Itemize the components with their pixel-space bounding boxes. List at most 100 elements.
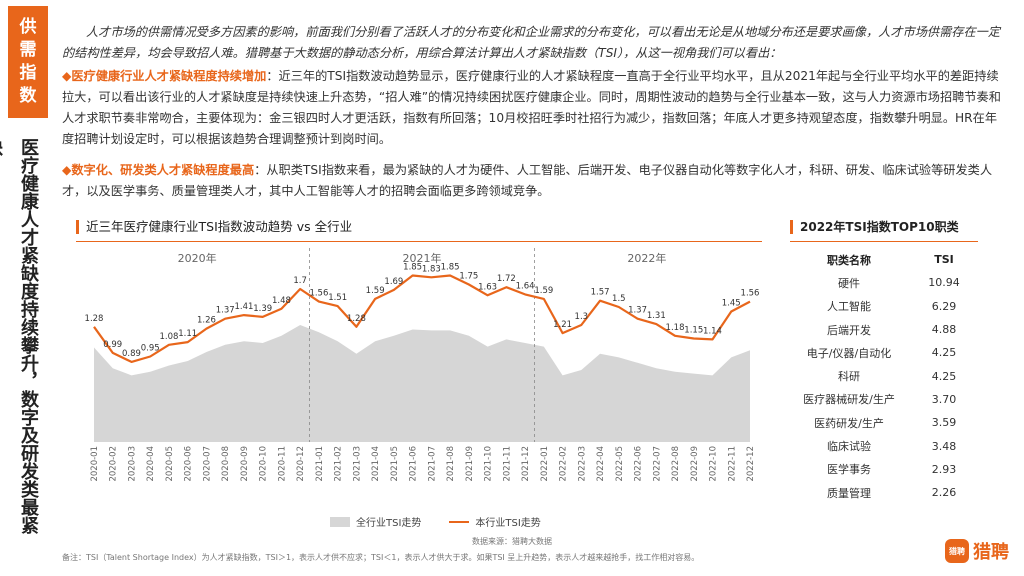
legend-label-all: 全行业TSI走势 bbox=[356, 518, 422, 529]
data-label: 1.28 bbox=[85, 314, 104, 324]
data-label: 1.28 bbox=[347, 314, 366, 324]
tsi-value: 3.48 bbox=[931, 439, 957, 453]
data-label: 1.64 bbox=[516, 281, 535, 291]
series-line-industry bbox=[93, 274, 751, 364]
data-label: 1.72 bbox=[497, 274, 516, 284]
x-tick-label: 2021-07 bbox=[427, 446, 437, 482]
data-label: 1.31 bbox=[647, 311, 666, 321]
x-tick-label: 2022-03 bbox=[577, 446, 587, 482]
data-label: 1.85 bbox=[403, 263, 422, 273]
job-name: 医学事务 bbox=[827, 463, 871, 477]
data-label: 1.56 bbox=[741, 289, 760, 299]
table-row: 临床试验 3.48 bbox=[790, 434, 990, 457]
x-tick-label: 2021-12 bbox=[521, 446, 531, 482]
x-tick-label: 2022-02 bbox=[559, 446, 569, 482]
legend-swatch-area bbox=[330, 516, 350, 527]
bullet-body: ：从职类TSI指数来看，最为紧缺的人才为硬件、人工智能、后端开发、电子仪器自动化… bbox=[62, 163, 993, 198]
table-row: 医疗器械研发/生产 3.70 bbox=[790, 388, 990, 411]
x-tick-label: 2021-05 bbox=[390, 446, 400, 482]
job-name: 医药研发/生产 bbox=[814, 416, 884, 430]
x-tick-label: 2020-05 bbox=[165, 446, 175, 482]
section-tag: 供需指数 bbox=[8, 6, 48, 118]
data-label: 1.3 bbox=[575, 312, 589, 322]
top10-divider bbox=[790, 241, 978, 242]
area-layer bbox=[94, 325, 750, 442]
data-label: 1.75 bbox=[459, 272, 478, 282]
data-label: 1.45 bbox=[722, 299, 741, 309]
table-row: 人工智能 6.29 bbox=[790, 295, 990, 318]
x-tick-label: 2022-05 bbox=[615, 446, 625, 482]
table-row: 电子/仪器/自动化 4.25 bbox=[790, 341, 990, 364]
table-row: 质量管理 2.26 bbox=[790, 481, 990, 504]
line-layer bbox=[93, 274, 751, 364]
data-label: 1.59 bbox=[534, 286, 553, 296]
data-label: 1.5 bbox=[612, 294, 626, 304]
tsi-value: 6.29 bbox=[931, 299, 957, 313]
intro-paragraph: 人才市场的供需情况受多方因素的影响，前面我们分别看了活跃人才的分布变化和企业需求… bbox=[62, 25, 1001, 60]
x-tick-label: 2020-04 bbox=[146, 446, 156, 482]
data-label: 1.26 bbox=[197, 316, 216, 326]
header-name: 职类名称 bbox=[827, 253, 871, 267]
x-tick-label: 2022-07 bbox=[652, 446, 662, 482]
table-row: 后端开发 4.88 bbox=[790, 318, 990, 341]
bullet-body: ：近三年的TSI指数波动趋势显示，医疗健康行业的人才紧缺程度一直高于全行业平均水… bbox=[62, 69, 1001, 146]
data-label: 1.69 bbox=[384, 277, 403, 287]
table-row: 硬件 10.94 bbox=[790, 271, 990, 294]
page-title-vertical: 医疗健康人才紧缺度持续攀升，数字及研发类最紧缺 bbox=[0, 138, 39, 534]
data-label: 1.51 bbox=[328, 293, 347, 303]
x-tick-label: 2021-02 bbox=[334, 446, 344, 482]
diamond-bullet-icon: ◆ bbox=[62, 69, 72, 83]
bullet-heading: 医疗健康行业人才紧缺程度持续增加 bbox=[71, 69, 267, 83]
top10-table: 职类名称 TSI 硬件 10.94 人工智能 6.29 后端开发 4.88 电子/仪器… bbox=[790, 248, 990, 504]
data-label: 1.11 bbox=[178, 329, 197, 339]
x-tick-label: 2021-06 bbox=[409, 446, 419, 482]
tsi-value: 10.94 bbox=[928, 276, 960, 290]
table-row: 医药研发/生产 3.59 bbox=[790, 411, 990, 434]
data-label: 1.63 bbox=[478, 282, 497, 292]
x-tick-labels: 2020-01 2020-02 2020-03 2020-04 2020-05 2020-… bbox=[90, 446, 756, 482]
legend-item-all: 全行业TSI走势 bbox=[330, 514, 421, 529]
x-tick-label: 2020-08 bbox=[221, 446, 231, 482]
tsi-trend-chart: 2020年 2021年 2022年 1.28 0.990.890.951.08 1.11… bbox=[85, 248, 760, 482]
data-label: 1.18 bbox=[666, 323, 685, 333]
data-label: 1.7 bbox=[293, 276, 307, 286]
logo-text: 猎聘 bbox=[973, 542, 1009, 563]
tsi-value: 2.26 bbox=[931, 486, 957, 500]
x-tick-label: 2022-08 bbox=[671, 446, 681, 482]
x-tick-label: 2022-06 bbox=[634, 446, 644, 482]
data-label: 1.48 bbox=[272, 296, 291, 306]
x-tick-label: 2022-09 bbox=[690, 446, 700, 482]
x-tick-label: 2021-10 bbox=[484, 446, 494, 482]
diamond-bullet-icon: ◆ bbox=[62, 163, 72, 177]
year-labels: 2020年 2021年 2022年 bbox=[178, 251, 667, 265]
tsi-value: 4.25 bbox=[931, 346, 957, 360]
x-tick-label: 2020-09 bbox=[240, 446, 250, 482]
x-tick-label: 2021-03 bbox=[352, 446, 362, 482]
header-value: TSI bbox=[934, 253, 954, 267]
data-label: 0.99 bbox=[103, 340, 122, 350]
data-label: 1.41 bbox=[234, 302, 253, 312]
x-tick-label: 2020-12 bbox=[296, 446, 306, 482]
job-name: 科研 bbox=[838, 370, 860, 384]
data-label: 1.56 bbox=[309, 289, 328, 299]
top10-title: 2022年TSI指数TOP10职类 bbox=[790, 220, 959, 234]
job-name: 后端开发 bbox=[827, 323, 871, 337]
tsi-value: 4.25 bbox=[931, 369, 957, 383]
year-dividers bbox=[309, 248, 535, 442]
x-tick-label: 2021-09 bbox=[465, 446, 475, 482]
data-label: 1.57 bbox=[591, 288, 610, 298]
data-label: 0.95 bbox=[141, 344, 160, 354]
year-label: 2021年 bbox=[403, 251, 442, 265]
tsi-value: 4.88 bbox=[931, 323, 957, 337]
x-tick-label: 2021-01 bbox=[315, 446, 325, 482]
data-label: 1.39 bbox=[253, 304, 272, 314]
data-label: 1.08 bbox=[160, 332, 179, 342]
bullet-digital-rd-shortage: ◆数字化、研发类人才紧缺程度最高：从职类TSI指数来看，最为紧缺的人才为硬件、人… bbox=[62, 160, 1002, 202]
job-name: 人工智能 bbox=[827, 300, 871, 314]
data-label: 1.21 bbox=[553, 320, 572, 330]
bullet-industry-shortage: ◆医疗健康行业人才紧缺程度持续增加：近三年的TSI指数波动趋势显示，医疗健康行业… bbox=[62, 66, 1002, 150]
brand-logo: 猎聘 猎聘 bbox=[945, 538, 1009, 564]
data-label: 1.15 bbox=[684, 326, 703, 336]
x-tick-label: 2020-11 bbox=[277, 446, 287, 482]
data-label: 1.37 bbox=[216, 306, 235, 316]
